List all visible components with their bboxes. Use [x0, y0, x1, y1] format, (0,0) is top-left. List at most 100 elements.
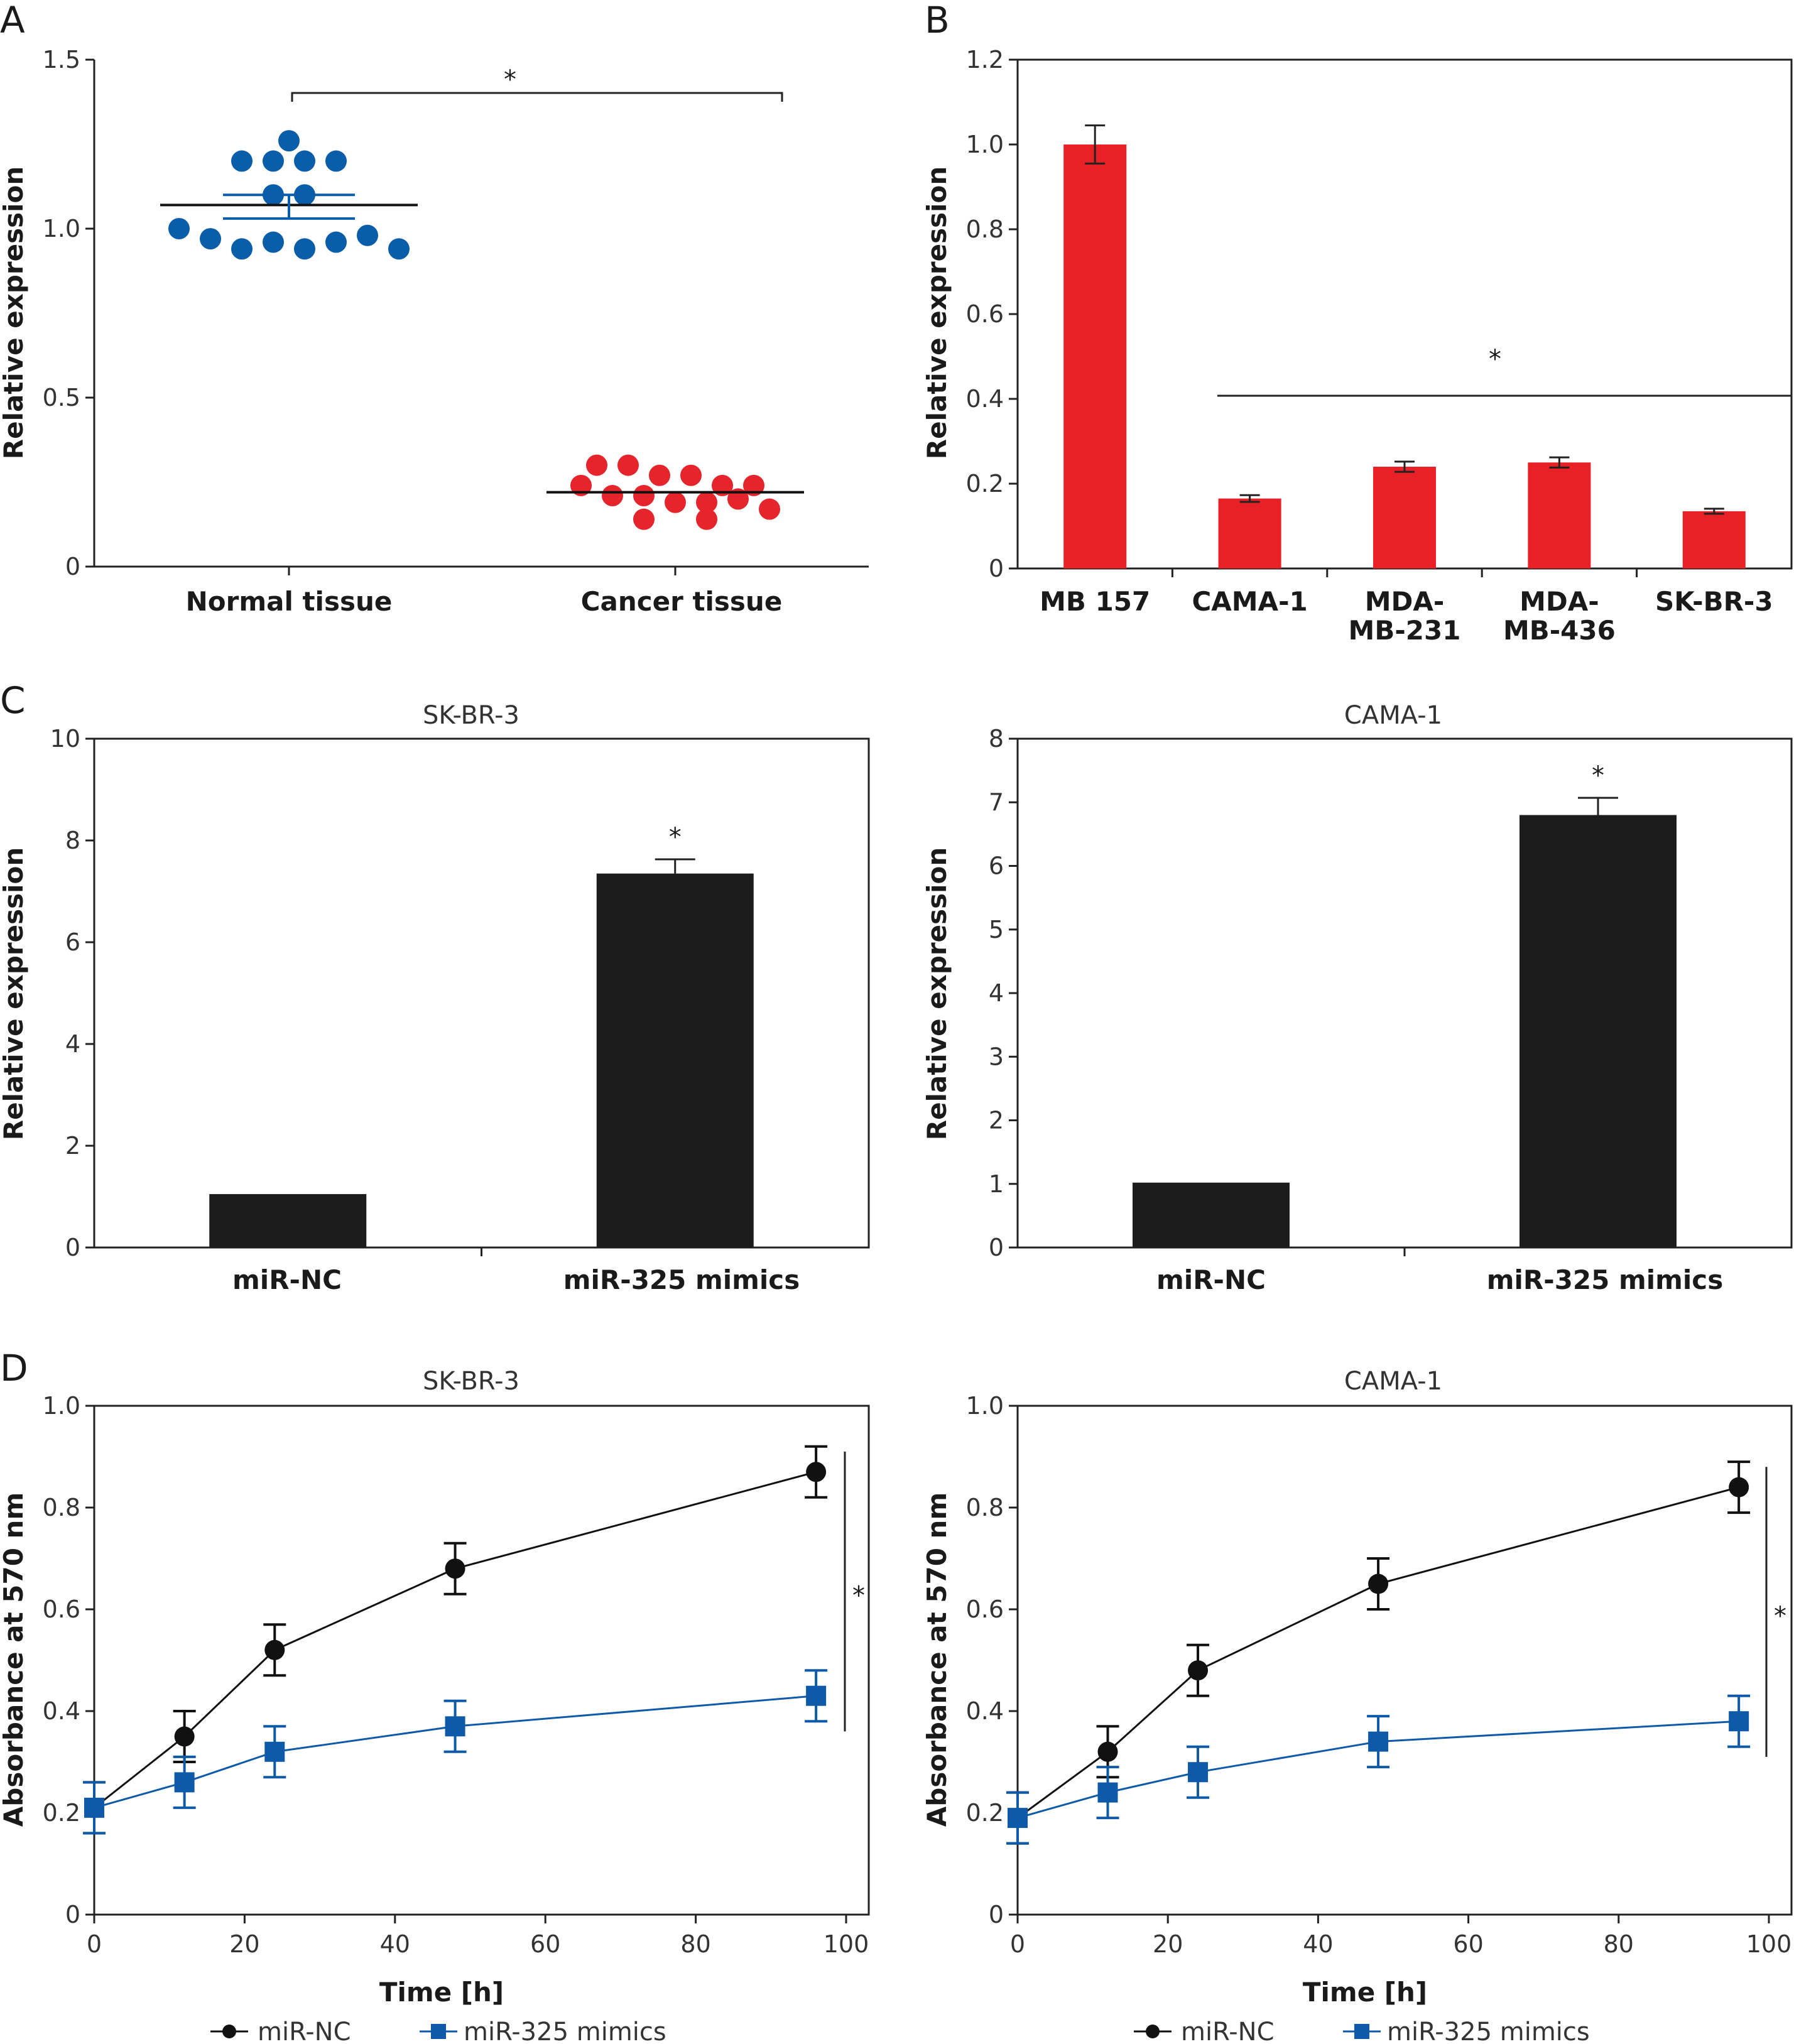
y-tick-label: 0 — [989, 1901, 1004, 1928]
panel-a-category-cancer: Cancer tissue — [581, 586, 783, 617]
legend-mimics-marker — [1354, 2024, 1369, 2039]
panel-b-ylabel: Relative expression — [921, 166, 952, 460]
y-tick-label: 1.2 — [966, 46, 1004, 73]
plot-frame — [1016, 1405, 1793, 1916]
panel-c-right-ylabel: Relative expression — [921, 847, 952, 1141]
significance-star: * — [669, 823, 682, 852]
y-tick-label: 0 — [65, 1234, 80, 1261]
data-point — [633, 485, 655, 507]
panel-c-right-title: CAMA-1 — [1344, 701, 1442, 730]
x-tick-label: 80 — [680, 1930, 710, 1958]
y-tick-label: 1 — [989, 1170, 1004, 1198]
legend-mimics-label: miR-325 mimics — [1387, 2018, 1590, 2044]
data-point — [84, 1797, 104, 1818]
x-tick-label: 60 — [1453, 1930, 1483, 1958]
panel-a-ylabel: Relative expression — [0, 166, 29, 460]
y-tick-label: 6 — [65, 928, 80, 956]
data-point — [174, 1772, 195, 1793]
y-tick-label: 0.8 — [966, 215, 1004, 243]
x-tick-label: 0 — [1010, 1930, 1025, 1958]
y-tick-label: 7 — [989, 788, 1004, 816]
panel-letter-c: C — [0, 679, 26, 722]
x-tick-label: 0 — [87, 1930, 102, 1958]
y-tick-label: 0.8 — [966, 1494, 1004, 1521]
panel-d-right-plot: 0 0.2 0.4 0.6 0.8 1.0 0 20 40 60 80 100 * — [966, 1392, 1793, 1958]
panel-letter-b: B — [925, 0, 950, 41]
data-point — [602, 485, 623, 507]
y-tick-label: 6 — [989, 852, 1004, 880]
data-point — [294, 150, 315, 172]
legend-nc-marker — [222, 2025, 236, 2038]
data-point — [617, 454, 639, 476]
x-tick-label: 100 — [824, 1930, 869, 1958]
legend-nc-label: miR-NC — [1181, 2018, 1275, 2044]
category-label: MDA- — [1365, 586, 1445, 617]
y-tick-label: 1.0 — [43, 215, 80, 242]
data-point — [1368, 1731, 1389, 1752]
data-point — [586, 454, 607, 476]
data-point — [264, 1639, 285, 1660]
x-tick-label: 100 — [1746, 1930, 1792, 1958]
panel-a-plot: 0 0.5 1.0 1.5 * — [43, 46, 869, 580]
panel-d-left-title: SK-BR-3 — [423, 1367, 519, 1396]
panel-d-right-ylabel: Absorbance at 570 nm — [921, 1492, 952, 1827]
legend-d-left: miR-NC miR-325 mimics — [210, 2018, 666, 2044]
significance-star: * — [1489, 345, 1501, 374]
data-point — [278, 130, 300, 152]
y-tick-label: 0 — [65, 553, 80, 580]
bar — [1528, 462, 1591, 568]
panel-d-right-xlabel: Time [h] — [1303, 1977, 1427, 2008]
legend-mimics-label: miR-325 mimics — [464, 2018, 666, 2044]
y-tick-label: 3 — [989, 1043, 1004, 1070]
panel-c-left-title: SK-BR-3 — [423, 701, 519, 730]
data-point — [806, 1685, 827, 1706]
bar — [1133, 1182, 1290, 1248]
data-point — [633, 508, 655, 530]
data-point — [1188, 1660, 1209, 1681]
y-tick-label: 1.5 — [43, 46, 80, 73]
legend-d-right: miR-NC miR-325 mimics — [1134, 2018, 1590, 2044]
y-tick-label: 10 — [50, 725, 80, 753]
x-tick-label: 40 — [380, 1930, 410, 1958]
data-point — [665, 491, 686, 513]
panel-c-right-category-nc: miR-NC — [1156, 1264, 1266, 1295]
category-label: MB-436 — [1503, 615, 1616, 646]
data-point — [1188, 1762, 1209, 1783]
data-point — [570, 474, 592, 496]
data-point — [759, 498, 780, 520]
bar — [596, 873, 754, 1248]
data-point — [174, 1726, 195, 1747]
panel-c-left-category-nc: miR-NC — [232, 1264, 342, 1295]
panel-letter-d: D — [0, 1347, 28, 1389]
data-point — [1729, 1711, 1749, 1732]
data-point — [263, 150, 284, 172]
data-point — [231, 150, 253, 172]
x-tick-label: 20 — [229, 1930, 259, 1958]
x-tick-label: 20 — [1153, 1930, 1183, 1958]
y-tick-label: 0.6 — [966, 300, 1004, 328]
data-point — [1097, 1782, 1118, 1803]
panel-c-left-ylabel: Relative expression — [0, 847, 29, 1141]
y-tick-label: 0.5 — [43, 384, 80, 411]
data-point — [1729, 1477, 1749, 1498]
y-tick-label: 8 — [65, 827, 80, 854]
y-tick-label: 0 — [989, 1234, 1004, 1261]
data-point — [680, 464, 702, 486]
series-line — [1017, 1486, 1739, 1819]
category-label: CAMA-1 — [1192, 586, 1307, 617]
significance-star: * — [852, 1582, 865, 1611]
bar — [1373, 467, 1436, 568]
panel-c-right-category-mimics: miR-325 mimics — [1487, 1264, 1723, 1295]
significance-star: * — [1774, 1602, 1786, 1631]
bar — [1519, 815, 1677, 1248]
significance-star: * — [1592, 761, 1604, 790]
y-tick-label: 1.0 — [966, 1392, 1004, 1420]
x-tick-label: 40 — [1303, 1930, 1333, 1958]
data-point — [263, 231, 284, 253]
legend-nc-marker — [1146, 2025, 1160, 2038]
y-tick-label: 1.0 — [966, 131, 1004, 158]
data-point — [1097, 1741, 1118, 1762]
plot-frame — [93, 1405, 870, 1916]
significance-star: * — [504, 65, 516, 94]
